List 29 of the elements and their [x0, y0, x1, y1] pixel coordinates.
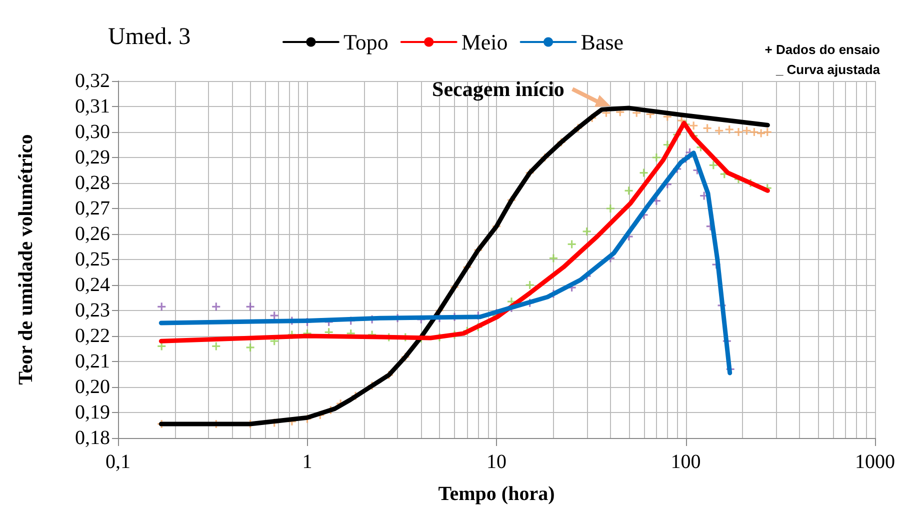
- y-tick-label: 0,23: [75, 300, 110, 322]
- x-tick-label: 1: [302, 451, 312, 473]
- y-tick-label: 0,24: [75, 274, 110, 296]
- y-tick-label: 0,19: [75, 402, 110, 424]
- y-tick-label: 0,31: [75, 96, 110, 118]
- y-tick-label: 0,18: [75, 427, 110, 449]
- y-tick-label: 0,32: [75, 70, 110, 92]
- y-tick-label: 0,20: [75, 376, 110, 398]
- chart-title: Umed. 3: [108, 24, 191, 50]
- y-axis-title: Teor de umidade volumétrico: [15, 134, 37, 385]
- legend-label: Base: [580, 30, 624, 54]
- y-tick-label: 0,25: [75, 248, 110, 270]
- x-tick-label: 10: [486, 451, 506, 473]
- legend-label: Topo: [343, 30, 388, 54]
- x-axis-title: Tempo (hora): [438, 483, 555, 505]
- y-tick-label: 0,21: [75, 350, 110, 372]
- y-tick-label: 0,26: [75, 223, 110, 245]
- text: _ Curva ajustada: [774, 62, 881, 77]
- y-tick-label: 0,29: [75, 146, 110, 168]
- annotation: Secagem início: [432, 77, 564, 102]
- y-tick-label: 0,30: [75, 121, 110, 143]
- y-tick-label: 0,28: [75, 172, 110, 194]
- y-tick-label: 0,27: [75, 198, 110, 220]
- x-tick-label: 1000: [855, 451, 895, 473]
- text: + Dados do ensaio: [764, 42, 880, 57]
- x-tick-label: 0,1: [106, 451, 130, 473]
- legend-label: Meio: [461, 30, 508, 54]
- y-tick-label: 0,22: [75, 325, 110, 347]
- x-tick-label: 100: [670, 451, 701, 473]
